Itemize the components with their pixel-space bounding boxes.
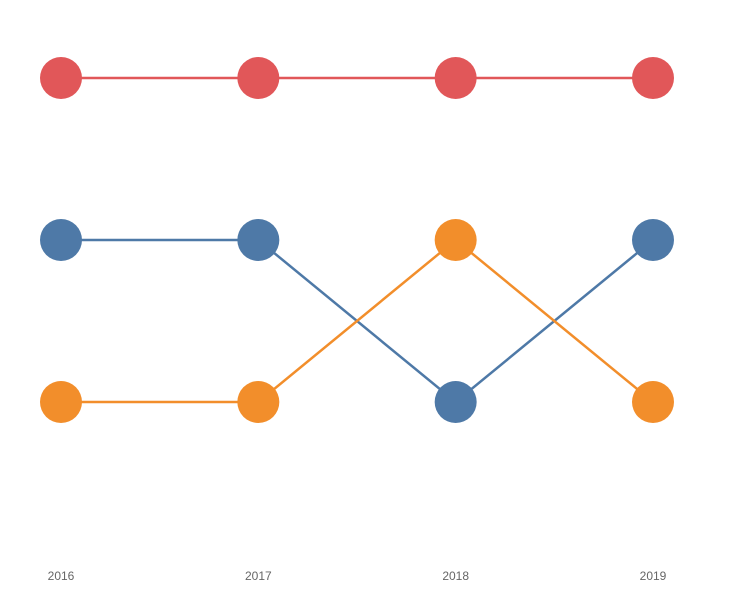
point	[40, 381, 82, 423]
x-tick-label: 2017	[245, 569, 272, 583]
point	[632, 57, 674, 99]
point	[237, 381, 280, 423]
x-tick-label: 2019	[640, 569, 667, 583]
point	[632, 381, 674, 423]
x-tick-label: 2018	[442, 569, 469, 583]
point	[632, 219, 674, 261]
point	[434, 219, 477, 261]
point	[237, 219, 280, 261]
point	[434, 381, 477, 423]
point	[434, 57, 477, 99]
x-tick-label: 2016	[48, 569, 75, 583]
point	[40, 57, 82, 99]
series-line	[61, 238, 654, 404]
point	[40, 219, 82, 261]
point	[237, 57, 280, 99]
